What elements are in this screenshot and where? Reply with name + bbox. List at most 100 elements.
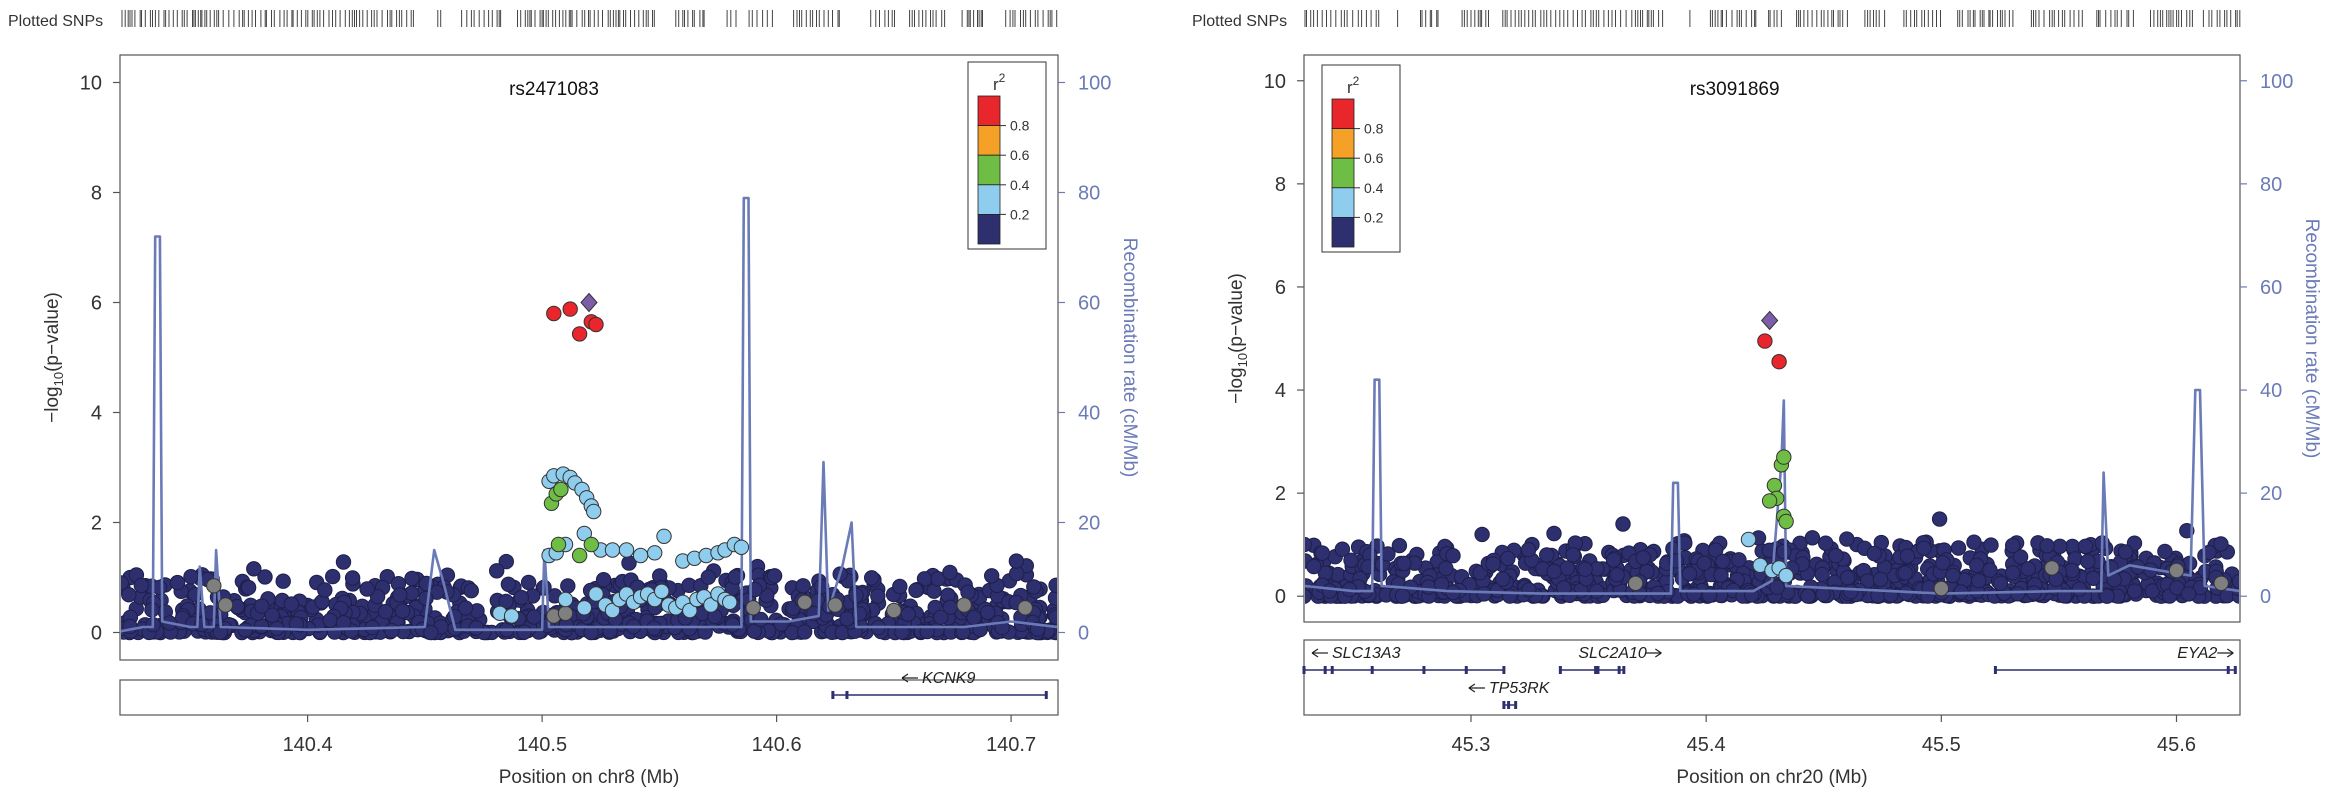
snp-point — [1305, 536, 1312, 553]
gene-kcnk9: KCNK9 — [831, 670, 1048, 699]
snp-point — [275, 573, 291, 589]
gene-exon — [2226, 666, 2230, 674]
gene-exon — [1330, 666, 1334, 674]
snp-point — [1778, 513, 1794, 530]
snp-point — [933, 609, 949, 625]
legend-title-sup: 2 — [999, 71, 1006, 85]
snp-point — [1982, 562, 1998, 578]
snp-point — [553, 481, 569, 498]
snp-point — [1950, 540, 1967, 556]
y2-axis-label: Recombination rate (cM/Mb) — [1119, 238, 1140, 478]
snp-point — [562, 301, 578, 317]
x-axis-label: Position on chr8 (Mb) — [499, 767, 680, 788]
snp-point — [795, 578, 811, 594]
y2-tick-label: 60 — [2260, 277, 2282, 299]
gene-direction-arrowhead — [1311, 648, 1319, 658]
snp-point — [1843, 584, 1859, 600]
series-r2-0-2-0-4 — [1740, 531, 1794, 584]
snp-point — [1872, 571, 1889, 588]
gene-exon — [1514, 701, 1518, 709]
y-axis-label-main: −log — [42, 386, 63, 422]
snp-point — [1840, 570, 1856, 586]
snp-point — [1539, 547, 1555, 563]
snp-point — [2039, 538, 2055, 554]
y-axis-label-main: −log — [1226, 367, 1247, 403]
x-axis-label: Position on chr20 (Mb) — [1676, 767, 1867, 788]
snp-point — [1048, 609, 1057, 625]
series-r2-0-4-0-6 — [543, 481, 599, 564]
legend-title-sup: 2 — [1353, 74, 1360, 88]
y2-tick-label: 20 — [2260, 483, 2282, 505]
snp-point — [151, 579, 168, 596]
y-tick-label: 2 — [1275, 483, 1286, 505]
y2-tick-label: 40 — [1078, 403, 1100, 425]
legend-tick-label: 0.6 — [1364, 150, 1384, 166]
y2-tick-label: 0 — [2260, 586, 2271, 608]
y-tick-label: 0 — [1275, 586, 1286, 608]
legend-swatch — [977, 213, 1001, 245]
legend-swatch — [1331, 216, 1355, 248]
y-tick-label: 4 — [1275, 380, 1286, 402]
snp-point — [317, 582, 333, 598]
snp-point — [1546, 525, 1562, 542]
snp-point — [900, 606, 916, 622]
snp-point — [604, 542, 621, 558]
y-tick-label: 10 — [1264, 71, 1286, 93]
snp-point — [1761, 493, 1778, 509]
legend-title: r2 — [1347, 74, 1360, 97]
x-tick-label: 140.7 — [986, 734, 1036, 756]
snp-point — [169, 574, 186, 591]
snp-point — [2157, 543, 2173, 560]
snp-point — [1778, 567, 1794, 584]
snp-point — [1546, 563, 1562, 580]
snp-point — [246, 561, 262, 577]
snp-point — [797, 594, 813, 610]
snp-point — [724, 617, 741, 633]
snp-point — [1609, 567, 1625, 583]
lead-snp-label: rs2471083 — [509, 79, 599, 100]
plot-frame — [119, 54, 1059, 661]
snp-point — [746, 623, 762, 639]
snp-strip — [121, 10, 1058, 27]
snp-point — [498, 593, 514, 610]
panel-2: Plotted SNPs0246810020406080100−log10(p−… — [1192, 10, 2322, 788]
x-tick-label: 140.5 — [517, 734, 567, 756]
y-axis-label: −log10(p−value) — [42, 292, 66, 423]
snp-point — [1800, 588, 1816, 604]
snp-point — [1306, 558, 1322, 575]
gene-tp53rk: TP53RK — [1468, 680, 1551, 709]
gene-exon — [1993, 666, 1997, 674]
plot-frame — [1303, 54, 2241, 623]
x-tick-label: 45.6 — [2157, 734, 2196, 756]
gene-label: SLC13A3 — [1332, 645, 1401, 662]
series-r2-no-LD-data — [206, 578, 1033, 624]
legend-tick-label: 0.4 — [1010, 177, 1030, 193]
legend-tick-label: 0.2 — [1364, 209, 1384, 225]
snp-point — [2213, 575, 2229, 591]
snp-point — [2085, 570, 2101, 586]
series-r2-0-8-1-0 — [546, 301, 604, 342]
background-snps — [1305, 511, 2239, 604]
snp-point — [1605, 552, 1622, 568]
snp-point — [1589, 583, 1605, 599]
snp-point — [942, 564, 958, 581]
snp-point — [489, 563, 505, 579]
legend-tick-label: 0.8 — [1364, 121, 1384, 137]
y2-tick-label: 80 — [2260, 174, 2282, 196]
snp-point — [960, 584, 976, 600]
snp-point — [463, 583, 479, 599]
snp-point — [1474, 526, 1490, 543]
snp-point — [2064, 562, 2080, 579]
snp-point — [133, 577, 150, 594]
snp-point — [2213, 536, 2229, 552]
series-r2-0-4-0-6 — [1761, 449, 1794, 530]
legend-tick-label: 0.4 — [1364, 180, 1384, 196]
snp-point — [557, 605, 574, 621]
snp-point — [1396, 555, 1412, 572]
plotted-snps-label: Plotted SNPs — [8, 13, 103, 30]
snp-point — [1828, 547, 1844, 564]
legend-tick-label: 0.2 — [1010, 206, 1030, 222]
x-tick-label: 45.5 — [1922, 734, 1961, 756]
snp-point — [183, 569, 199, 585]
